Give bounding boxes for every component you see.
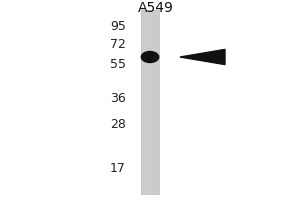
Text: 28: 28: [110, 118, 126, 132]
Polygon shape: [180, 49, 225, 65]
Bar: [141, 10, 159, 194]
Ellipse shape: [141, 51, 159, 62]
Text: 95: 95: [110, 21, 126, 33]
Text: A549: A549: [138, 1, 174, 15]
Text: 55: 55: [110, 58, 126, 71]
Text: 36: 36: [110, 92, 126, 106]
Text: 17: 17: [110, 162, 126, 176]
Text: 72: 72: [110, 38, 126, 51]
